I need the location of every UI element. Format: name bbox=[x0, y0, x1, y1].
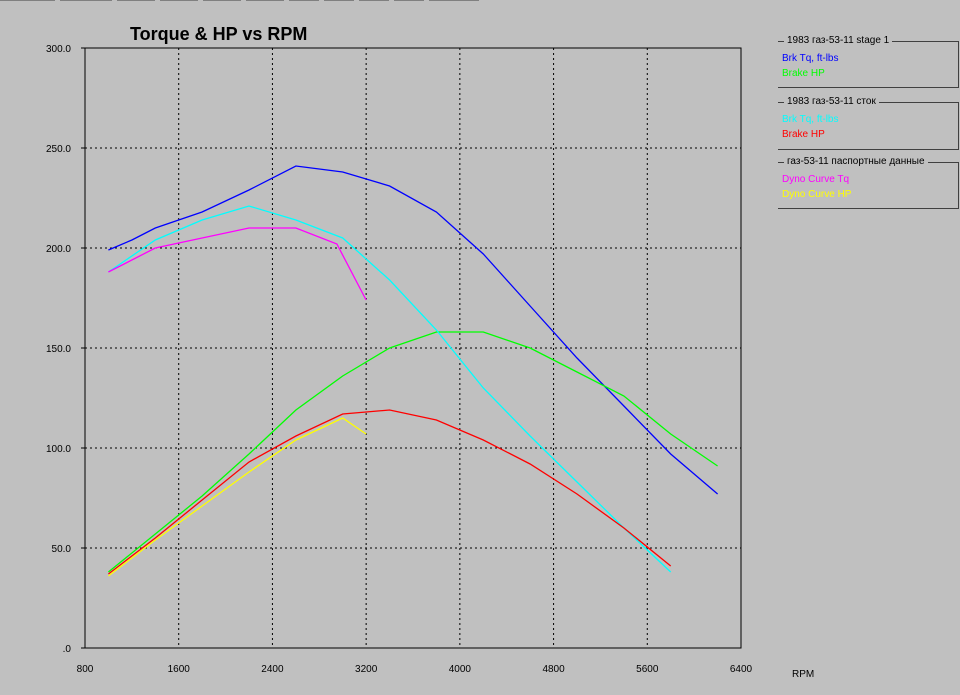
y-axis-ticks: .0 50.0 100.0 150.0 200.0 250.0 300.0 bbox=[46, 44, 71, 655]
legend-item: Dyno Curve Tq bbox=[782, 174, 850, 185]
y-tick-label: 50.0 bbox=[52, 544, 72, 555]
series-line-3 bbox=[108, 205, 672, 573]
y-tick-label: 200.0 bbox=[46, 244, 71, 255]
legend-item: Brake HP bbox=[782, 129, 825, 140]
plot-frame bbox=[84, 47, 742, 649]
x-tick-label: 3200 bbox=[355, 664, 378, 675]
x-tick-label: 4800 bbox=[542, 664, 565, 675]
tab-strip bbox=[0, 0, 480, 2]
x-tick-label: 4000 bbox=[449, 664, 472, 675]
x-tick-label: 800 bbox=[77, 664, 94, 675]
x-tick-label: 1600 bbox=[168, 664, 191, 675]
x-axis-label: RPM bbox=[792, 669, 814, 680]
y-tick-label: 100.0 bbox=[46, 444, 71, 455]
series-line-5 bbox=[108, 227, 367, 301]
series-line-1 bbox=[108, 165, 719, 495]
legend-item: Brk Tq, ft-lbs bbox=[782, 114, 839, 125]
y-tick-label: 250.0 bbox=[46, 144, 71, 155]
legend-item: Brake HP bbox=[782, 68, 825, 79]
legend-group-title: газ-53-11 паспортные данные bbox=[784, 156, 928, 168]
legend-group-1: 1983 газ-53-11 stage 1 Brk Tq, ft-lbs Brak… bbox=[778, 35, 959, 88]
x-tick-label: 6400 bbox=[730, 664, 753, 675]
series-lines bbox=[107, 165, 719, 577]
x-axis-ticks: 800 1600 2400 3200 4000 4800 5600 6400 bbox=[77, 664, 753, 675]
y-tick-label: 300.0 bbox=[46, 44, 71, 55]
grid-lines bbox=[81, 47, 741, 649]
legend-item: Dyno Curve HP bbox=[782, 189, 852, 200]
x-tick-label: 2400 bbox=[261, 664, 284, 675]
series-line-2 bbox=[107, 331, 718, 573]
x-tick-label: 5600 bbox=[636, 664, 659, 675]
y-tick-label: 150.0 bbox=[46, 344, 71, 355]
y-tick-label: .0 bbox=[63, 644, 72, 655]
legend-group-title: 1983 газ-53-11 stage 1 bbox=[784, 35, 893, 47]
legend-item: Brk Tq, ft-lbs bbox=[782, 53, 839, 64]
legend-group-2: 1983 газ-53-11 сток Brk Tq, ft-lbs Brake H… bbox=[778, 96, 959, 150]
legend-group-3: газ-53-11 паспортные данные Dyno Curve Tq… bbox=[778, 156, 959, 209]
series-line-6 bbox=[108, 417, 367, 577]
series-line-4 bbox=[108, 409, 672, 575]
legend-group-title: 1983 газ-53-11 сток bbox=[784, 96, 879, 108]
chart-title: Torque & HP vs RPM bbox=[130, 24, 307, 44]
